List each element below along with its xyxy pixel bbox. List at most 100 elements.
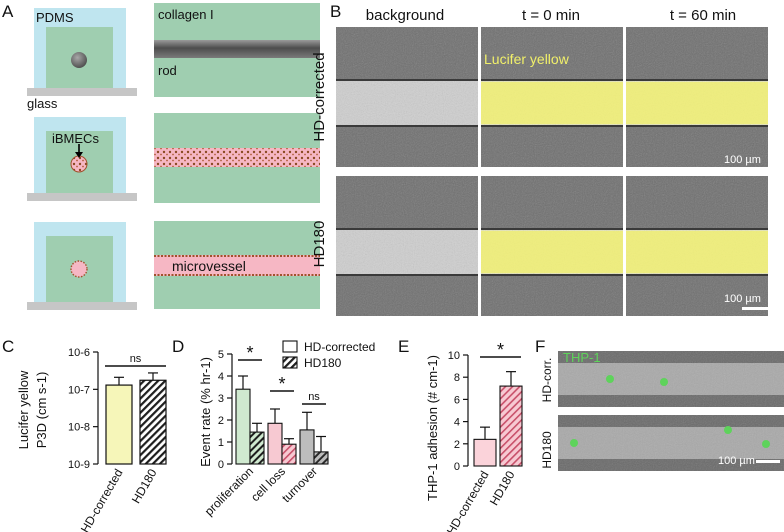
y-tick-label: 1 <box>218 437 224 449</box>
thp1-label: THP-1 <box>563 350 601 365</box>
panel-e: E THP-1 adhesion (# cm-1) 0 2 4 6 8 10 HD-corr… <box>398 337 523 532</box>
glass-slide-3 <box>27 302 137 310</box>
seeded-channel-cross-section <box>70 155 88 173</box>
thp1-cell-marker <box>570 439 578 447</box>
glass-slide-2 <box>27 193 137 201</box>
bar <box>267 422 283 465</box>
lucifer-fill <box>481 231 623 273</box>
scale-bar-label-2: 100 µm <box>724 293 761 305</box>
bar <box>139 379 167 465</box>
panel-b: B background t = 0 min t = 60 min HD-cor… <box>311 2 772 316</box>
f-scale-bar <box>756 460 780 463</box>
lucifer-fill <box>626 82 768 124</box>
y-tick-label: 5 <box>218 349 224 361</box>
panel-label-a: A <box>2 2 14 21</box>
y-tick-label: 4 <box>454 417 460 429</box>
vessel-texture <box>336 80 478 126</box>
scale-bar-2 <box>742 307 772 310</box>
panel-label-c: C <box>2 337 14 356</box>
panel-d: D Event rate (% hr-1) 0 1 2 3 4 5 * proliferati… <box>172 337 375 518</box>
row-label-hd180: HD180 <box>311 221 328 268</box>
seeded-channel-side <box>154 148 320 167</box>
panel-f: F THP-1 HD-corr. HD180 100 µm <box>535 337 784 471</box>
e-ylabel: THP-1 adhesion (# cm-1) <box>425 355 440 501</box>
rod-label: rod <box>158 63 177 78</box>
legend-label-hd-corrected: HD-corrected <box>304 340 375 354</box>
panel-a: A PDMS glass collagen I rod iBMECs <box>2 2 320 310</box>
lucifer-yellow-label: Lucifer yellow <box>484 51 570 67</box>
f-row-label-hd180: HD180 <box>540 431 554 469</box>
bar <box>499 385 523 467</box>
c-ylabel-line1: Lucifer yellow <box>16 370 31 449</box>
significance-label: * <box>278 374 285 394</box>
bar <box>105 384 133 465</box>
thp1-cell-marker <box>762 440 770 448</box>
y-tick-label: 0 <box>454 461 460 473</box>
glass-label: glass <box>27 96 58 111</box>
scale-bar-label-1: 100 µm <box>724 154 761 166</box>
microvessel-label: microvessel <box>172 258 246 274</box>
panel-label-e: E <box>398 337 409 356</box>
col-header-t60: t = 60 min <box>670 7 736 24</box>
panel-c: C Lucifer yellow P3D (cm s-1) 10-6 10-7 10… <box>2 337 167 532</box>
thp1-texture <box>558 351 784 407</box>
legend-swatch-hd180 <box>282 356 298 369</box>
legend-label-hd180: HD180 <box>304 356 342 370</box>
y-tick-label: 10 <box>448 350 460 362</box>
thp1-texture <box>558 415 784 471</box>
y-tick-label: 3 <box>218 393 224 405</box>
d-ylabel: Event rate (% hr-1) <box>198 357 213 467</box>
col-header-t0: t = 0 min <box>522 7 580 24</box>
vessel-texture <box>336 229 478 275</box>
rod-cross-section <box>71 52 87 68</box>
y-tick-label: 10-9 <box>68 459 90 471</box>
microvessel-cross-section <box>70 260 88 278</box>
x-tick-label: HD-corrected <box>78 467 126 532</box>
y-tick-label: 2 <box>454 439 460 451</box>
bar <box>313 451 329 465</box>
panel-label-f: F <box>535 337 545 356</box>
thp1-cell-marker <box>660 378 668 386</box>
glass-slide <box>27 88 137 96</box>
arrow-head-icon <box>75 152 83 158</box>
thp1-cell-marker <box>724 426 732 434</box>
significance-label: ns <box>308 391 320 403</box>
x-tick-label: HD-corrected <box>444 469 492 532</box>
x-tick-label: proliferation <box>202 464 256 518</box>
lucifer-fill <box>626 231 768 273</box>
bar <box>235 388 251 465</box>
bar <box>299 429 315 465</box>
microvessel-side <box>154 255 320 276</box>
legend-swatch-hd-corrected <box>282 340 298 353</box>
lucifer-fill <box>481 82 623 124</box>
y-tick-label: 4 <box>218 371 224 383</box>
y-tick-label: 2 <box>218 415 224 427</box>
y-tick-label: 10-8 <box>68 422 90 434</box>
collagen-label: collagen I <box>158 7 214 22</box>
col-header-background: background <box>366 7 444 24</box>
x-tick-label: HD180 <box>487 468 518 508</box>
f-row-label-hd-corr: HD-corr. <box>540 358 554 403</box>
pdms-label: PDMS <box>36 10 74 25</box>
rod-side <box>154 40 320 58</box>
y-tick-label: 10-7 <box>68 384 90 396</box>
scale-bar-1 <box>742 168 772 171</box>
y-tick-label: 0 <box>218 459 224 471</box>
y-tick-label: 8 <box>454 372 460 384</box>
bar <box>249 431 265 465</box>
x-tick-label: turnover <box>279 464 320 505</box>
ibmecs-label: iBMECs <box>52 131 99 146</box>
x-tick-label: HD180 <box>129 466 160 506</box>
bar <box>281 443 297 465</box>
significance-label: * <box>497 340 504 360</box>
f-scale-bar-label: 100 µm <box>718 455 755 467</box>
bar <box>473 438 497 467</box>
c-ylabel-line2: P3D (cm s-1) <box>34 372 49 449</box>
panel-label-d: D <box>172 337 184 356</box>
row-label-hd-corrected: HD-corrected <box>311 52 328 141</box>
panel-label-b: B <box>330 2 341 21</box>
y-tick-label: 6 <box>454 394 460 406</box>
y-tick-label: 10-6 <box>68 347 90 359</box>
significance-label: * <box>246 343 253 363</box>
